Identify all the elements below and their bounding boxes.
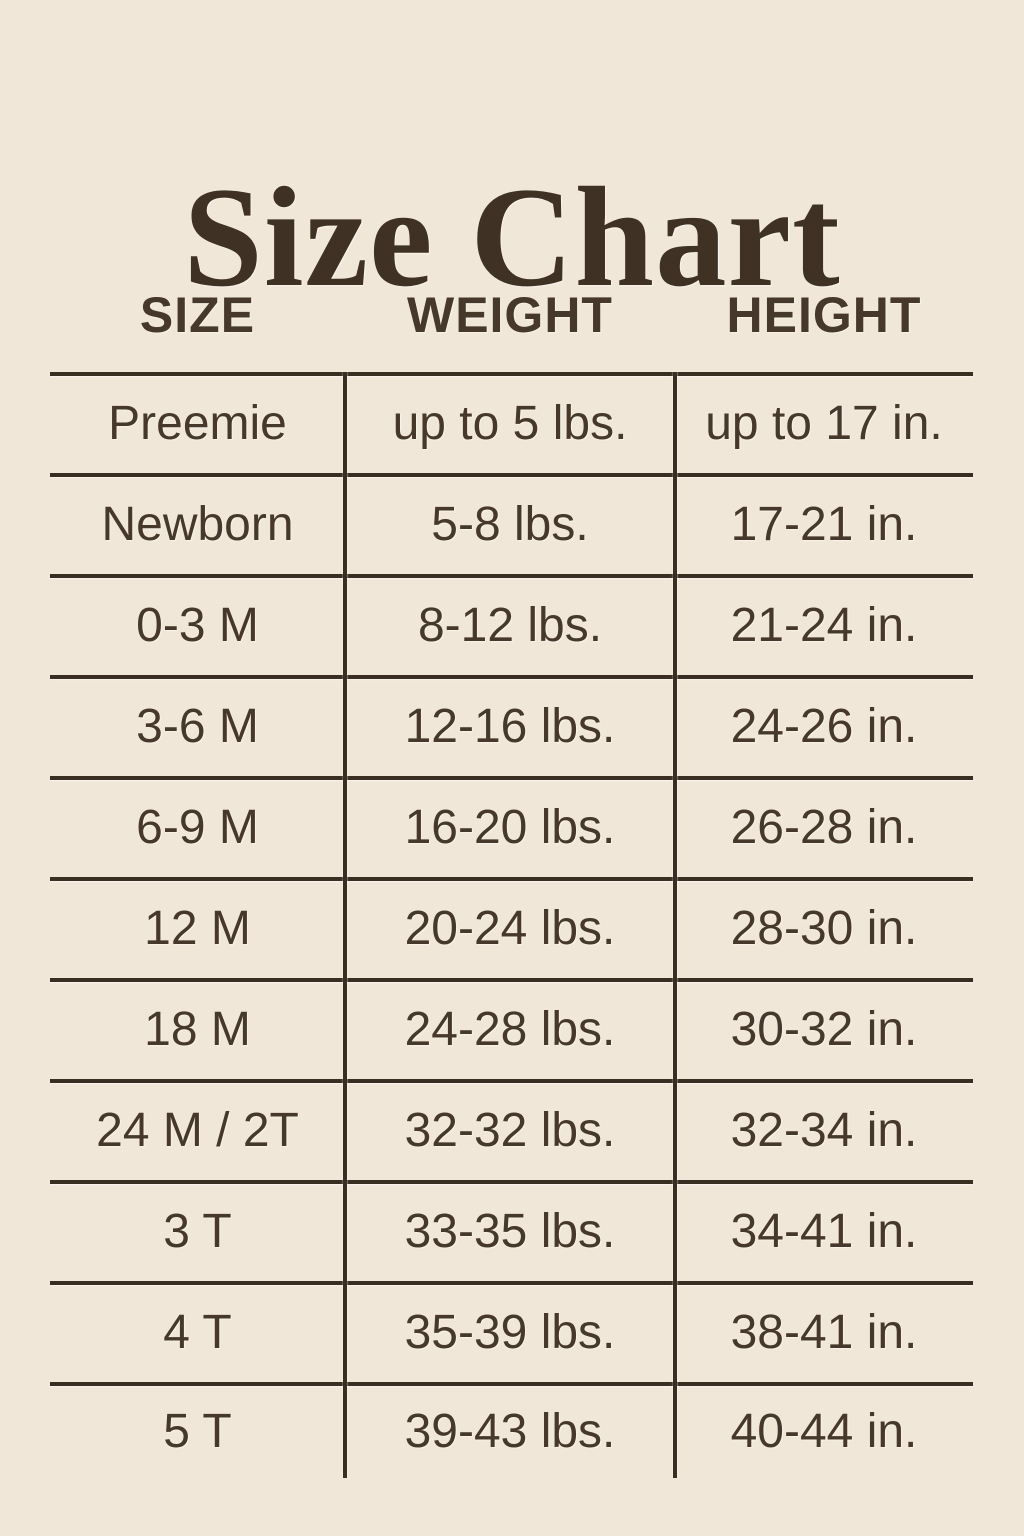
table-row: 6-9 M 16-20 lbs. 26-28 in. [50, 776, 973, 877]
size-table: Preemie up to 5 lbs. up to 17 in. Newbor… [50, 372, 973, 1478]
cell-size: 18 M [144, 1003, 251, 1057]
column-header-height: HEIGHT [726, 287, 922, 343]
cell-height: 34-41 in. [730, 1205, 918, 1259]
cell-size: Newborn [101, 498, 294, 552]
cell-height: 21-24 in. [730, 599, 918, 653]
table-row: 18 M 24-28 lbs. 30-32 in. [50, 978, 973, 1079]
cell-height: 38-41 in. [730, 1306, 918, 1360]
table-row: 5 T 39-43 lbs. 40-44 in. [50, 1382, 973, 1478]
table-row: Newborn 5-8 lbs. 17-21 in. [50, 473, 973, 574]
cell-weight: 39-43 lbs. [404, 1404, 616, 1458]
cell-weight: up to 5 lbs. [392, 397, 628, 451]
cell-height: 40-44 in. [730, 1404, 918, 1458]
table-row: 3 T 33-35 lbs. 34-41 in. [50, 1180, 973, 1281]
cell-weight: 32-32 lbs. [404, 1104, 616, 1158]
table-row: Preemie up to 5 lbs. up to 17 in. [50, 372, 973, 473]
cell-height: 24-26 in. [730, 700, 918, 754]
cell-height: 30-32 in. [730, 1003, 918, 1057]
cell-weight: 8-12 lbs. [417, 599, 603, 653]
cell-weight: 24-28 lbs. [404, 1003, 616, 1057]
cell-weight: 33-35 lbs. [404, 1205, 616, 1259]
cell-weight: 12-16 lbs. [404, 700, 616, 754]
cell-size: 0-3 M [136, 599, 259, 653]
page-title: Size Chart [183, 157, 841, 316]
cell-size: 24 M / 2T [96, 1104, 299, 1158]
cell-size: Preemie [108, 397, 287, 451]
column-divider-size-weight [343, 372, 347, 1478]
cell-height: 17-21 in. [730, 498, 918, 552]
cell-weight: 35-39 lbs. [404, 1306, 616, 1360]
cell-size: 3 T [163, 1205, 232, 1259]
cell-size: 3-6 M [136, 700, 259, 754]
table-header-row: SIZE WEIGHT HEIGHT [50, 290, 973, 340]
table-row: 12 M 20-24 lbs. 28-30 in. [50, 877, 973, 978]
column-header-weight: WEIGHT [407, 287, 613, 343]
cell-size: 4 T [163, 1306, 232, 1360]
cell-height: 28-30 in. [730, 902, 918, 956]
cell-height: 26-28 in. [730, 801, 918, 855]
cell-size: 12 M [144, 902, 251, 956]
cell-weight: 16-20 lbs. [404, 801, 616, 855]
table-row: 0-3 M 8-12 lbs. 21-24 in. [50, 574, 973, 675]
column-header-size: SIZE [139, 287, 256, 343]
column-divider-weight-height [673, 372, 677, 1478]
table-row: 24 M / 2T 32-32 lbs. 32-34 in. [50, 1079, 973, 1180]
size-table-rows: Preemie up to 5 lbs. up to 17 in. Newbor… [50, 372, 973, 1478]
table-row: 4 T 35-39 lbs. 38-41 in. [50, 1281, 973, 1382]
table-row: 3-6 M 12-16 lbs. 24-26 in. [50, 675, 973, 776]
cell-height: up to 17 in. [705, 397, 943, 451]
cell-weight: 20-24 lbs. [404, 902, 616, 956]
cell-height: 32-34 in. [730, 1104, 918, 1158]
cell-weight: 5-8 lbs. [431, 498, 589, 552]
cell-size: 6-9 M [136, 801, 259, 855]
cell-size: 5 T [163, 1404, 232, 1458]
